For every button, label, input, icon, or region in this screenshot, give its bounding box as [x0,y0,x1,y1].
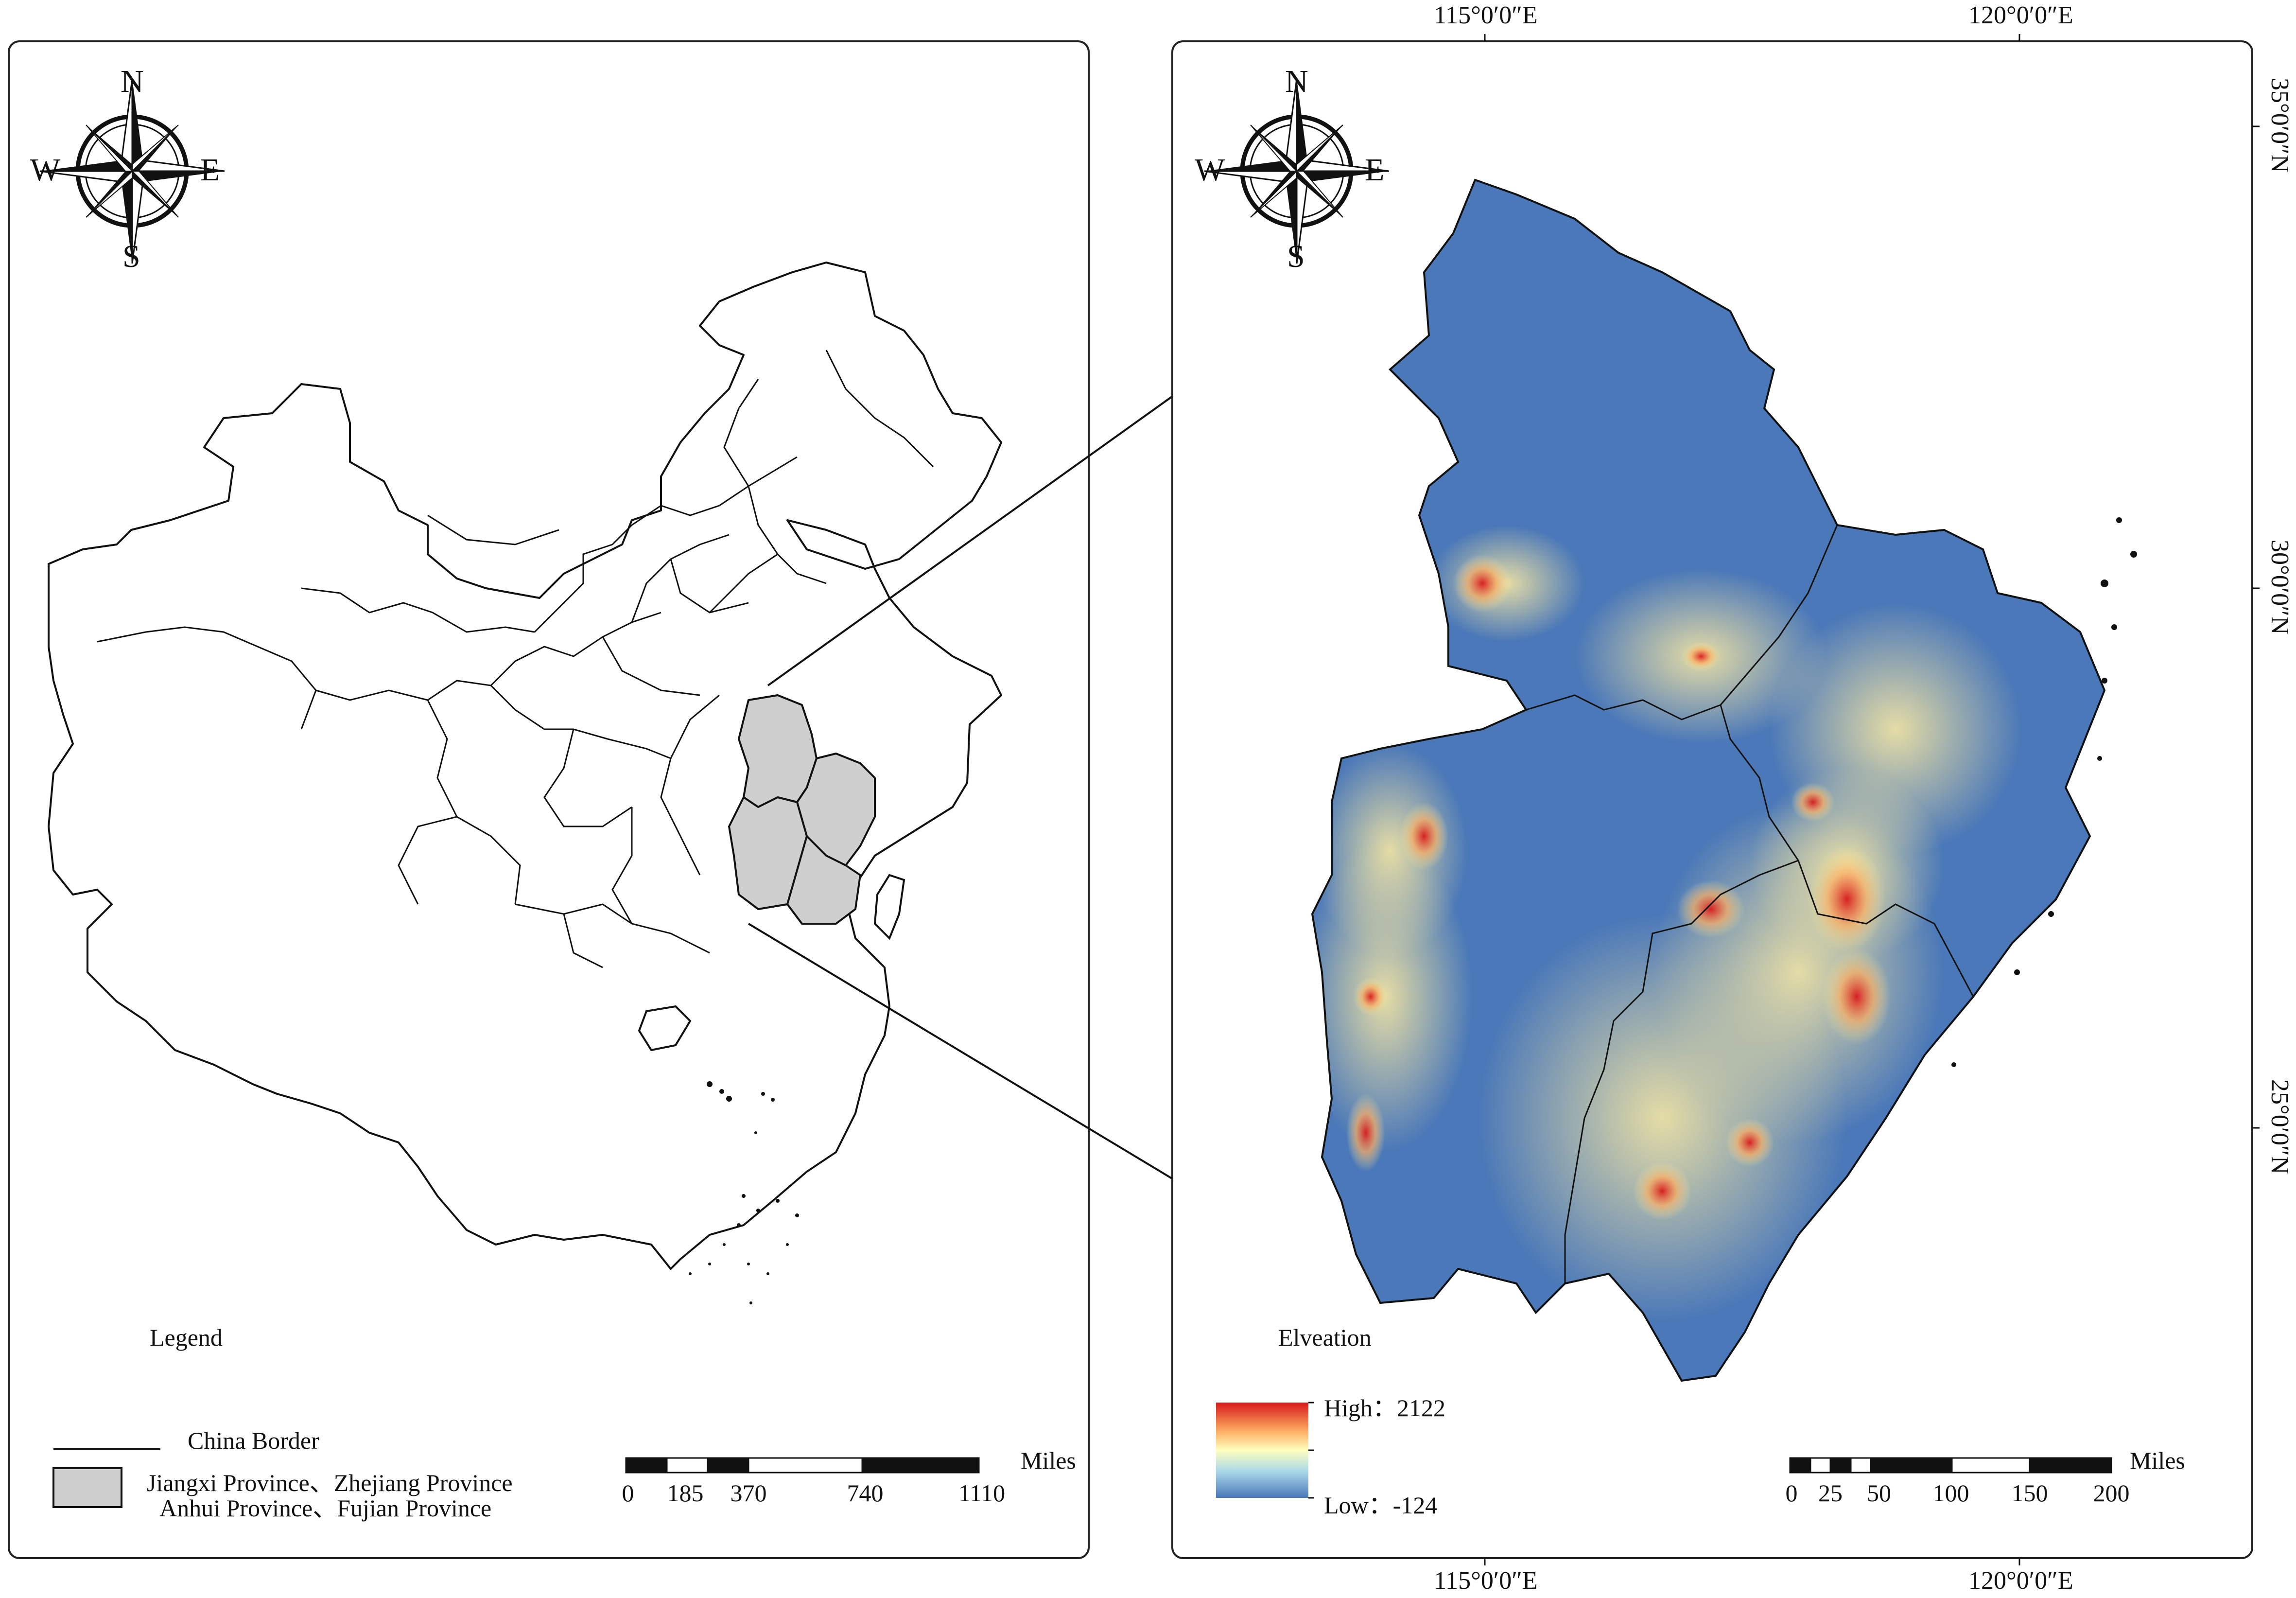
lon-label-bottom: 115°0′0″E [1434,1567,1538,1595]
scalebar-tick: 150 [2011,1479,2048,1507]
zhejiang-province [796,753,876,866]
legend-title: Legend [150,1324,223,1351]
china-border-outline [48,262,1002,1270]
lat-label: 35°0′0″N [2266,78,2294,173]
scalebar-tick: 185 [667,1479,704,1507]
south-china-sea-islands [689,1081,799,1304]
elevation-high-label: High：2122 [1324,1394,1445,1422]
compass-west-label: W [1195,152,1225,188]
lat-label: 30°0′0″N [2266,540,2294,635]
scalebar-tick: 1110 [958,1479,1006,1507]
scalebar-unit: Miles [1021,1447,1076,1474]
provinces-label-line2: Anhui Province、Fujian Province [159,1494,492,1522]
compass-east-label: E [1365,152,1385,188]
fujian-province [786,835,861,925]
lon-label-top: 115°0′0″E [1434,1,1538,29]
china-border-label: China Border [188,1427,319,1454]
china-map [48,262,1002,1270]
scalebar-unit: Miles [2130,1447,2185,1474]
provinces-label-line1: Jiangxi Province、Zhejiang Province [147,1469,513,1496]
scalebar-tick: 25 [1818,1479,1843,1507]
scalebar-tick: 100 [1932,1479,1969,1507]
hainan-island [638,1005,692,1052]
left-scalebar [625,1457,980,1474]
graticule-ticks [1484,34,2260,1565]
compass-north-label: N [1285,64,1308,99]
compass-rose-icon [39,78,225,264]
scalebar-tick: 0 [622,1479,634,1507]
compass-north-label: N [121,64,144,99]
elevation-color-ramp [1216,1403,1308,1498]
compass-east-label: E [200,152,220,188]
coastal-islands [1951,517,2137,1067]
compass-south-label: S [1287,239,1305,274]
lon-label-bottom: 120°0′0″E [1968,1567,2073,1595]
taiwan-island [873,874,905,940]
compass-west-label: W [30,152,61,188]
right-scalebar [1789,1457,2112,1474]
elevation-legend-title: Elveation [1278,1324,1372,1351]
region-outline [1311,178,2106,1382]
scalebar-tick: 0 [1785,1479,1798,1507]
scalebar-tick: 370 [730,1479,767,1507]
scalebar-tick: 740 [847,1479,884,1507]
compass-south-label: S [122,239,140,274]
province-legend-swatch [52,1467,122,1508]
scalebar-tick: 200 [2093,1479,2130,1507]
elevation-low-label: Low：-124 [1324,1492,1438,1519]
scalebar-tick: 50 [1867,1479,1891,1507]
province-boundaries [97,350,934,968]
ramp-ticks [1308,1402,1314,1499]
internal-province-borders [1526,525,1974,1283]
highlighted-provinces [728,694,876,925]
islands [638,874,905,1052]
lat-label: 25°0′0″N [2266,1079,2294,1175]
lon-label-top: 120°0′0″E [1968,1,2073,29]
compass-rose-icon [1204,78,1390,264]
